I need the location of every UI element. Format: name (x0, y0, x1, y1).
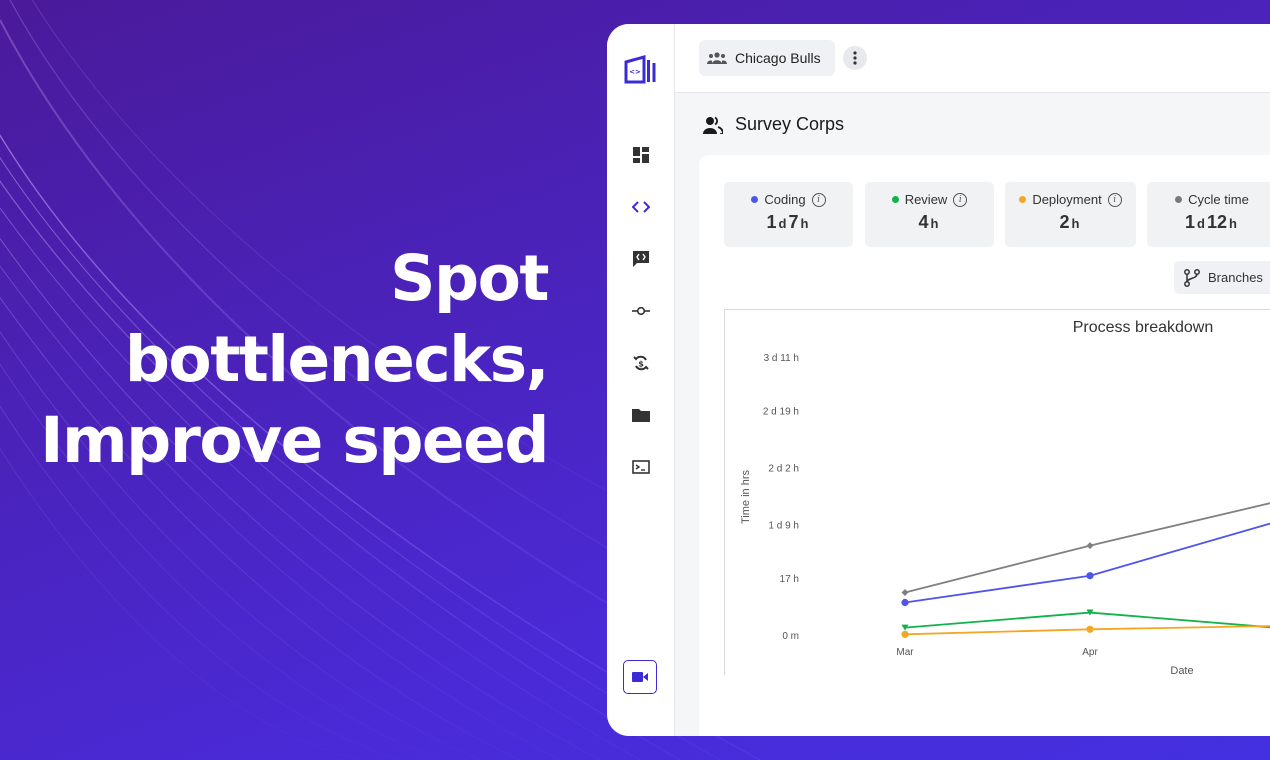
app-window: <> $ Chicago Bulls (607, 24, 1270, 736)
video-icon (632, 672, 648, 682)
section-header: Survey Corps (703, 114, 844, 135)
y-axis-label: Time in hrs (740, 470, 752, 524)
y-tick-label: 2 d 19 h (763, 407, 799, 418)
chart-canvas: 0 m 17 h 1 d 9 h 2 d 2 h 2 d 19 h 3 d 11 h Mar… (740, 353, 1270, 676)
stat-label: Cycle time (1188, 192, 1249, 207)
x-tick-label: Mar (896, 647, 914, 658)
users-icon (703, 116, 723, 134)
cycle-time-dot (1175, 196, 1183, 203)
series-line (904, 611, 1270, 629)
sidebar-item-code-review[interactable] (631, 249, 651, 269)
data-point (901, 598, 909, 607)
y-tick-label: 17 h (780, 574, 799, 585)
y-tick-label: 3 d 11 h (764, 353, 799, 364)
video-button[interactable] (623, 660, 657, 694)
branches-filter-button[interactable]: Branches (1174, 261, 1270, 294)
svg-text:$: $ (638, 360, 644, 369)
data-point (901, 624, 909, 631)
series-line (904, 502, 1270, 594)
team-selector[interactable]: Chicago Bulls (699, 40, 835, 76)
sidebar-item-cycle[interactable]: $ (631, 353, 651, 373)
series-line (904, 522, 1270, 604)
hero-headline: Spot bottlenecks, Improve speed (0, 238, 550, 481)
folder-icon (632, 409, 650, 422)
info-icon[interactable]: i (811, 192, 826, 207)
process-breakdown-chart: Process breakdown 0 m 17 h 1 d 9 h 2 d 2 h 2… (724, 309, 1270, 676)
data-point (901, 630, 909, 638)
y-tick-label: 1 d 9 h (768, 520, 799, 531)
info-icon[interactable]: i (1107, 192, 1122, 207)
x-axis-label: Date (1170, 665, 1193, 676)
stat-value: 1 d 12 h (1185, 212, 1237, 232)
cycle-icon: $ (633, 355, 649, 371)
code-icon (632, 201, 650, 213)
vertical-dots-icon (853, 51, 857, 65)
sidebar-item-folder[interactable] (631, 405, 651, 425)
branch-icon (1184, 268, 1200, 287)
team-name: Chicago Bulls (735, 50, 821, 66)
info-icon[interactable]: i (953, 192, 968, 207)
users-icon (707, 52, 727, 64)
code-review-icon (633, 251, 649, 267)
deployment-dot (1019, 196, 1027, 203)
commit-icon (632, 306, 650, 316)
logo-icon: <> (624, 55, 656, 84)
sidebar-item-commits[interactable] (631, 301, 651, 321)
hero-line-2: bottlenecks, (124, 323, 550, 396)
sidebar: <> $ (607, 24, 675, 736)
hero-line-3: Improve speed (40, 404, 549, 477)
sidebar-item-terminal[interactable] (631, 457, 651, 477)
section-title: Survey Corps (735, 114, 845, 134)
stat-label: Coding (764, 192, 806, 207)
data-point (1086, 572, 1094, 580)
sidebar-item-code[interactable] (631, 197, 651, 217)
svg-text:<>: <> (629, 68, 641, 76)
y-tick-label: 0 m (782, 631, 799, 642)
more-options-button[interactable] (843, 46, 867, 70)
stat-label: Deployment (1032, 192, 1102, 207)
review-dot (891, 196, 899, 203)
terminal-icon (632, 460, 650, 474)
stat-label: Review (904, 192, 948, 207)
data-point (1086, 609, 1094, 616)
data-point (901, 588, 909, 596)
x-tick-label: Apr (1082, 647, 1098, 658)
y-tick-label: 2 d 2 h (768, 464, 799, 475)
data-point (1086, 542, 1094, 550)
coding-dot (751, 196, 759, 203)
chart-title: Process breakdown (1072, 319, 1214, 336)
dashboard-icon (633, 147, 649, 163)
branches-label: Branches (1208, 270, 1263, 285)
sidebar-item-dashboard[interactable] (631, 145, 651, 165)
stat-card-cycle-time[interactable]: Cycle time 1 d 12 h (1147, 182, 1270, 247)
data-point (1086, 625, 1094, 633)
hero-line-1: Spot (390, 242, 549, 315)
topbar: Chicago Bulls (675, 24, 1270, 93)
